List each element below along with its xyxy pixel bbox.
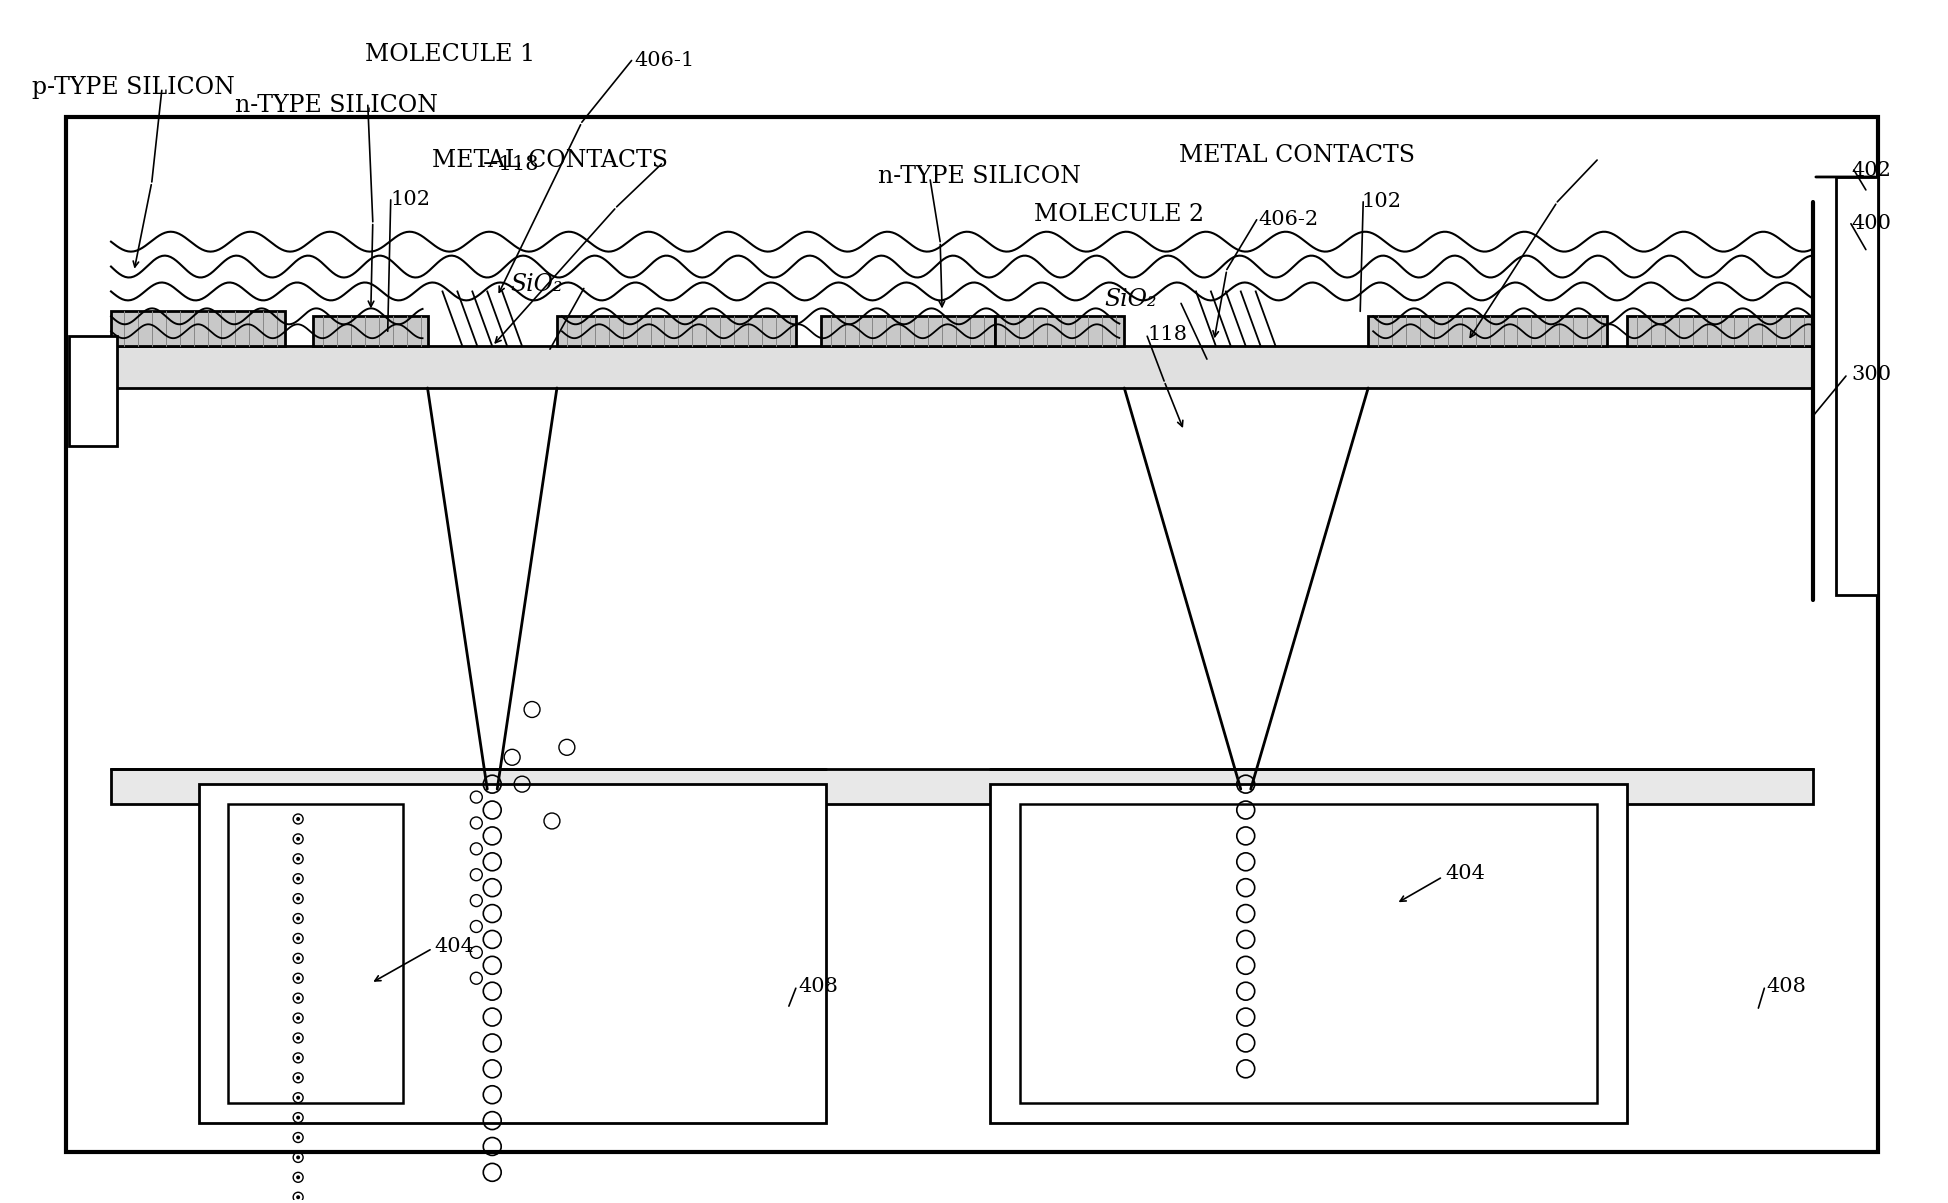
- Circle shape: [296, 877, 300, 881]
- Circle shape: [296, 896, 300, 901]
- Circle shape: [296, 956, 300, 960]
- Text: MOLECULE 2: MOLECULE 2: [1034, 203, 1204, 226]
- Circle shape: [296, 1056, 300, 1060]
- Text: 400: 400: [1851, 214, 1890, 233]
- Bar: [557, 316, 795, 346]
- Circle shape: [296, 996, 300, 1000]
- Bar: [66, 117, 1876, 1152]
- Text: 402: 402: [1851, 160, 1890, 179]
- Text: n-TYPE SILICON: n-TYPE SILICON: [879, 166, 1081, 189]
- Text: 300: 300: [1851, 365, 1890, 384]
- Circle shape: [296, 817, 300, 820]
- Text: 102: 102: [390, 190, 431, 209]
- Text: 404: 404: [434, 937, 473, 956]
- Bar: [111, 346, 1812, 389]
- Text: 404: 404: [1445, 864, 1484, 883]
- Circle shape: [296, 1017, 300, 1020]
- Text: 406-2: 406-2: [1258, 211, 1319, 230]
- Circle shape: [296, 1115, 300, 1120]
- Bar: [314, 316, 427, 346]
- Text: METAL CONTACTS: METAL CONTACTS: [1179, 143, 1414, 166]
- Bar: [993, 316, 1124, 346]
- Circle shape: [296, 917, 300, 920]
- Text: SiO₂: SiO₂: [1105, 288, 1157, 310]
- Circle shape: [296, 1075, 300, 1080]
- Bar: [1627, 316, 1812, 346]
- Bar: [111, 769, 1812, 804]
- Bar: [228, 804, 403, 1103]
- Circle shape: [296, 1175, 300, 1179]
- Circle shape: [296, 1036, 300, 1039]
- Circle shape: [296, 1196, 300, 1199]
- Text: SiO₂: SiO₂: [510, 273, 563, 296]
- Circle shape: [296, 977, 300, 980]
- Bar: [990, 784, 1627, 1122]
- Circle shape: [296, 1155, 300, 1160]
- Text: 102: 102: [1360, 192, 1401, 212]
- Text: METAL CONTACTS: METAL CONTACTS: [432, 148, 668, 172]
- Bar: [111, 312, 284, 346]
- Bar: [1019, 804, 1595, 1103]
- Circle shape: [296, 1096, 300, 1100]
- Circle shape: [296, 936, 300, 941]
- Bar: [70, 336, 117, 446]
- Text: MOLECULE 1: MOLECULE 1: [364, 43, 536, 66]
- Text: 408: 408: [799, 977, 838, 996]
- Text: −118: −118: [481, 154, 540, 173]
- Text: p-TYPE SILICON: p-TYPE SILICON: [33, 76, 236, 99]
- Text: n-TYPE SILICON: n-TYPE SILICON: [236, 94, 438, 117]
- Circle shape: [296, 857, 300, 861]
- Bar: [1367, 316, 1607, 346]
- Text: 406-1: 406-1: [635, 51, 695, 70]
- Text: 408: 408: [1765, 977, 1806, 996]
- Circle shape: [296, 837, 300, 841]
- Bar: [820, 316, 993, 346]
- Bar: [1835, 177, 1876, 595]
- Circle shape: [296, 1136, 300, 1139]
- Bar: [199, 784, 826, 1122]
- Text: 118: 118: [1147, 325, 1186, 344]
